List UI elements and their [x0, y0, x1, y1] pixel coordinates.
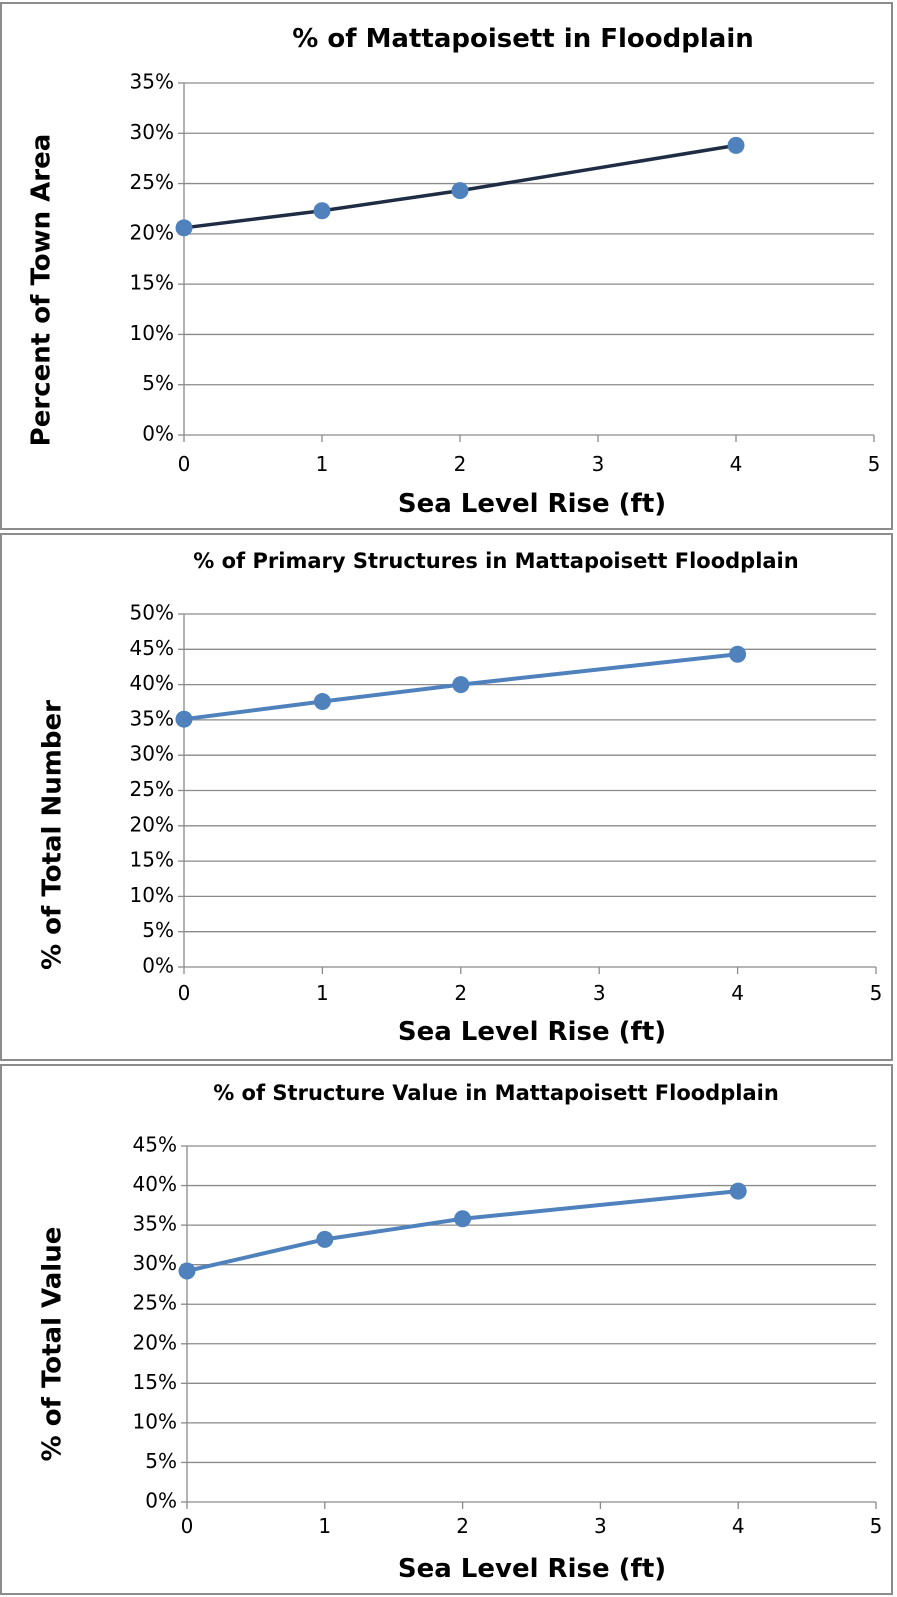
y-tick-label: 35% [130, 706, 174, 730]
chart-town-area: % of Mattapoisett in Floodplain Sea Leve… [27, 24, 881, 519]
y-tick-label: 40% [130, 671, 174, 695]
y-tick-label: 0% [142, 422, 174, 446]
y-tick-label: 20% [130, 220, 174, 244]
y-tick-label: 0% [145, 1489, 177, 1513]
chart-title: % of Mattapoisett in Floodplain [292, 24, 754, 54]
x-tick-label: 3 [593, 981, 606, 1005]
y-tick-label: 35% [130, 70, 174, 94]
y-axis-label: Percent of Town Area [27, 134, 57, 447]
chart-panel-structure-count: % of Primary Structures in Mattapoisett … [0, 533, 893, 1061]
chart-title: % of Primary Structures in Mattapoisett … [193, 549, 798, 573]
y-tick-label: 35% [133, 1212, 177, 1236]
series-line [182, 652, 740, 722]
x-tick-label: 0 [178, 981, 191, 1005]
x-tick-label: 4 [732, 1514, 745, 1538]
x-tick-label: 3 [594, 1514, 607, 1538]
x-tick-label: 5 [870, 981, 883, 1005]
x-tick-label: 1 [318, 1514, 331, 1538]
y-tick-label: 5% [142, 371, 174, 395]
y-tick-label: 25% [130, 170, 174, 194]
chart-structure-value: % of Structure Value in Mattapoisett Flo… [38, 1081, 883, 1584]
y-axis-label: % of Total Number [38, 700, 68, 970]
x-axis-label: Sea Level Rise (ft) [398, 1017, 666, 1047]
data-point [729, 645, 747, 663]
y-tick-label: 45% [133, 1133, 177, 1157]
y-tick-label: 10% [130, 883, 174, 907]
y-tick-label: 15% [130, 848, 174, 872]
y-tick-label: 0% [142, 954, 174, 978]
y-tick-label: 15% [133, 1370, 177, 1394]
chart-structure-count: % of Primary Structures in Mattapoisett … [38, 549, 883, 1047]
y-tick-label: 30% [130, 120, 174, 144]
y-tick-label: 5% [142, 918, 174, 942]
y-tick-label: 10% [130, 321, 174, 345]
y-tick-label: 25% [133, 1291, 177, 1315]
x-tick-label: 3 [592, 452, 605, 476]
data-point [727, 136, 745, 154]
x-tick-label: 2 [454, 452, 467, 476]
chart-panel-structure-value: % of Structure Value in Mattapoisett Flo… [0, 1064, 893, 1595]
y-tick-label: 25% [130, 777, 174, 801]
data-point [313, 693, 331, 711]
y-tick-label: 40% [133, 1172, 177, 1196]
data-point [454, 1210, 472, 1228]
plot-area: 0% 5% 10% 15% 20% 25% 30% 35% 40% 45% 50% 0 1 2 3 4 5 [130, 601, 883, 1006]
x-tick-label: 2 [454, 981, 467, 1005]
data-point [729, 1182, 747, 1200]
x-tick-label: 1 [316, 452, 329, 476]
x-tick-label: 0 [181, 1514, 194, 1538]
y-tick-label: 20% [130, 812, 174, 836]
data-point [313, 202, 331, 220]
series-line [185, 1189, 741, 1273]
plot-area: 0% 5% 10% 15% 20% 25% 30% 35% 40% 45% 0 1 2 3 4 5 [133, 1133, 883, 1539]
data-point [178, 1262, 196, 1280]
data-point [316, 1230, 334, 1248]
x-axis-label: Sea Level Rise (ft) [398, 489, 666, 519]
data-point [175, 710, 193, 728]
data-point [451, 182, 469, 200]
data-point [452, 676, 470, 694]
x-tick-label: 2 [456, 1514, 469, 1538]
x-tick-label: 4 [730, 452, 743, 476]
y-tick-label: 20% [133, 1330, 177, 1354]
y-tick-label: 15% [130, 271, 174, 295]
x-tick-label: 5 [868, 452, 881, 476]
y-tick-label: 45% [130, 636, 174, 660]
x-tick-label: 0 [178, 452, 191, 476]
y-tick-label: 5% [145, 1449, 177, 1473]
y-axis-label: % of Total Value [38, 1227, 68, 1462]
y-tick-label: 30% [133, 1251, 177, 1275]
y-tick-label: 50% [130, 601, 174, 625]
x-tick-label: 1 [316, 981, 329, 1005]
y-tick-label: 10% [133, 1409, 177, 1433]
chart-title: % of Structure Value in Mattapoisett Flo… [213, 1081, 779, 1105]
plot-area: 0% 5% 10% 15% 20% 25% 30% 35% 0 1 2 3 4 5 [130, 70, 881, 477]
x-tick-label: 5 [870, 1514, 883, 1538]
data-point [175, 219, 193, 237]
y-tick-label: 30% [130, 742, 174, 766]
series-line [182, 143, 738, 230]
x-tick-label: 4 [731, 981, 744, 1005]
x-axis-label: Sea Level Rise (ft) [398, 1554, 666, 1584]
chart-panel-town-area: % of Mattapoisett in Floodplain Sea Leve… [0, 2, 893, 530]
